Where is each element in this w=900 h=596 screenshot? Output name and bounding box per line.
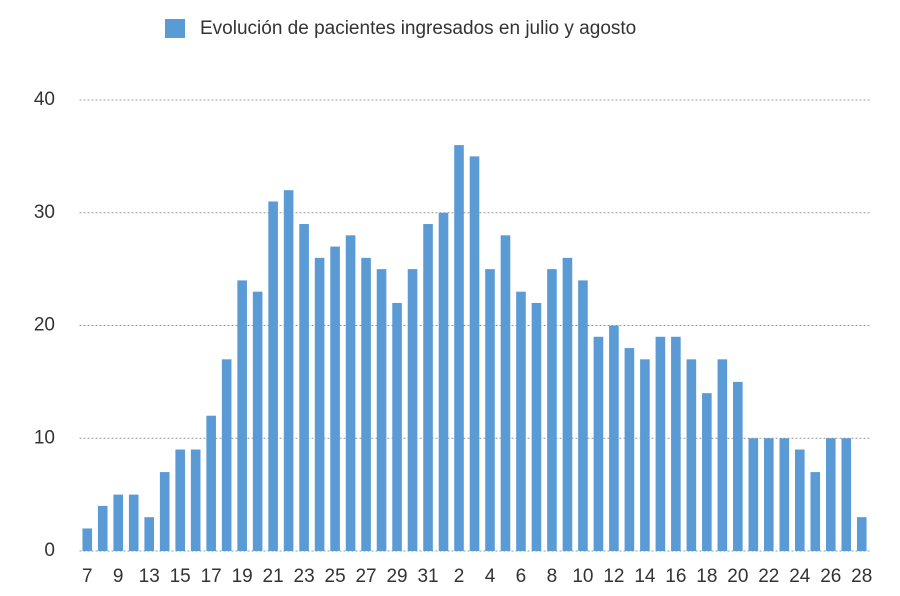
bar [454, 145, 464, 551]
bar [578, 280, 588, 551]
bar [733, 381, 743, 551]
x-tick-label: 4 [485, 566, 496, 587]
bar [655, 336, 666, 551]
legend-swatch [165, 19, 185, 38]
bar [794, 449, 805, 551]
bar [609, 325, 619, 551]
bar [764, 438, 774, 551]
bar [562, 257, 573, 551]
bar [237, 280, 247, 551]
x-tick-label: 26 [820, 566, 841, 587]
x-tick-label: 2 [454, 566, 465, 587]
y-tick-label: 30 [34, 202, 55, 223]
x-tick-label: 22 [758, 566, 779, 587]
x-tick-label: 25 [325, 566, 346, 587]
x-tick-label: 16 [665, 566, 686, 587]
x-tick-label: 9 [113, 566, 124, 587]
bar [252, 291, 263, 551]
x-tick-label: 28 [851, 566, 872, 587]
bar [144, 517, 155, 551]
bar [283, 190, 294, 551]
bar [113, 494, 124, 551]
bar [748, 438, 759, 551]
bar [128, 494, 139, 551]
y-tick-label: 40 [34, 89, 55, 110]
x-tick-label: 20 [727, 566, 748, 587]
x-tick-label: 10 [572, 566, 593, 587]
x-tick-label: 23 [294, 566, 315, 587]
bar [485, 269, 495, 551]
bar [593, 336, 604, 551]
bar [206, 415, 216, 551]
x-tick-label: 27 [355, 566, 376, 587]
y-tick-label: 0 [44, 540, 55, 561]
x-tick-label: 8 [547, 566, 558, 587]
bar [159, 472, 170, 551]
legend-label: Evolución de pacientes ingresados en jul… [200, 18, 636, 39]
bar [516, 291, 526, 551]
bar [825, 438, 836, 551]
x-tick-label: 14 [634, 566, 656, 587]
bar [268, 201, 278, 551]
bar [299, 224, 309, 551]
x-tick-label: 31 [417, 566, 438, 587]
bar [841, 438, 852, 551]
bar [810, 472, 821, 551]
bar [547, 269, 557, 551]
x-tick-label: 18 [696, 566, 717, 587]
bar [376, 269, 387, 551]
x-tick-label: 7 [82, 566, 93, 587]
bar [702, 393, 712, 551]
bar [500, 235, 511, 552]
bar [686, 359, 697, 551]
bar [314, 257, 325, 551]
bar [438, 212, 449, 551]
bar [779, 438, 790, 551]
bar [531, 302, 542, 551]
bar [717, 359, 728, 551]
x-tick-label: 15 [170, 566, 191, 587]
bar [392, 302, 402, 551]
x-tick-label: 29 [386, 566, 407, 587]
bar [330, 246, 340, 551]
bar [624, 348, 635, 551]
bar [671, 336, 681, 551]
x-tick-label: 21 [263, 566, 284, 587]
x-tick-label: 17 [201, 566, 222, 587]
bar [190, 449, 201, 551]
y-tick-label: 10 [34, 427, 55, 448]
x-tick-label: 19 [232, 566, 253, 587]
bar [97, 505, 108, 551]
bar [423, 224, 433, 551]
bar [82, 528, 93, 551]
y-tick-label: 20 [34, 315, 55, 336]
x-tick-label: 13 [139, 566, 160, 587]
bar [407, 269, 418, 551]
bar [469, 156, 480, 551]
bar [361, 257, 371, 551]
x-tick-label: 6 [516, 566, 527, 587]
x-tick-label: 24 [789, 566, 811, 587]
bar [221, 359, 232, 551]
bar [175, 449, 185, 551]
bar [856, 517, 867, 551]
x-tick-label: 12 [603, 566, 624, 587]
bar [640, 359, 650, 551]
bar [345, 235, 356, 552]
